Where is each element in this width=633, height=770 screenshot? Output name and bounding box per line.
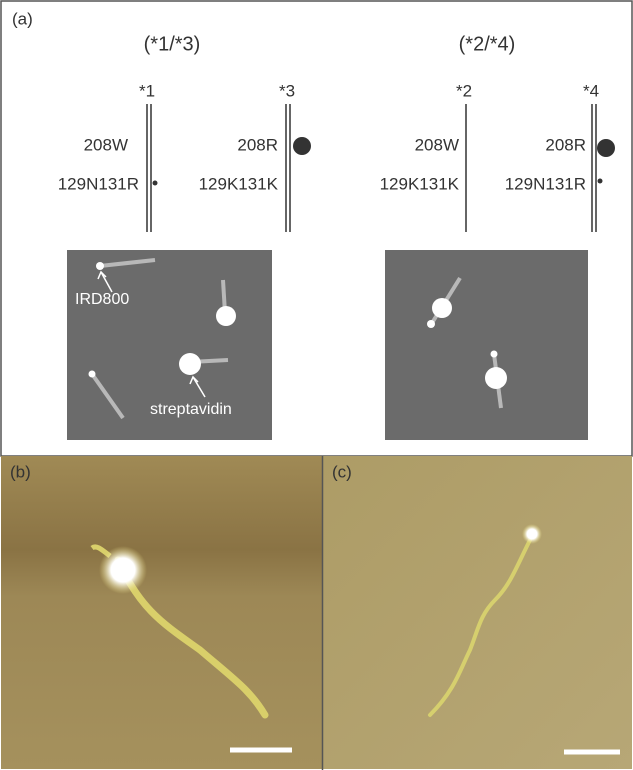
panel-label: (c) (332, 462, 352, 481)
dot (597, 139, 615, 157)
group-title: (*1/*3) (144, 33, 201, 55)
site-label: 208R (545, 135, 586, 154)
afm-image (323, 456, 632, 769)
site-label: 208W (415, 135, 459, 154)
allele-name: *4 (583, 81, 599, 100)
afm-image (1, 456, 322, 769)
marker-label: streptavidin (150, 401, 232, 418)
site-label: 129N131R (58, 174, 139, 193)
site-label: 129K131K (199, 174, 279, 193)
blob (99, 546, 147, 594)
panel-label: (b) (10, 462, 31, 481)
group-title: (*2/*4) (459, 33, 516, 55)
site-label: 129K131K (380, 174, 460, 193)
figure: (a) (*1/*3) (*2/*4) *1 208W 129N131R *3 … (0, 0, 633, 770)
site-label: 208W (84, 135, 128, 154)
allele-name: *1 (139, 81, 155, 100)
dot (598, 179, 603, 184)
blob (522, 524, 542, 544)
marker-label: IRD800 (75, 291, 129, 308)
dot (153, 181, 158, 186)
dot (293, 137, 311, 155)
allele-name: *2 (456, 81, 472, 100)
panel-label: (a) (12, 9, 33, 28)
schematic (385, 250, 588, 440)
site-label: 208R (237, 135, 278, 154)
allele-name: *3 (279, 81, 295, 100)
site-label: 129N131R (505, 174, 586, 193)
